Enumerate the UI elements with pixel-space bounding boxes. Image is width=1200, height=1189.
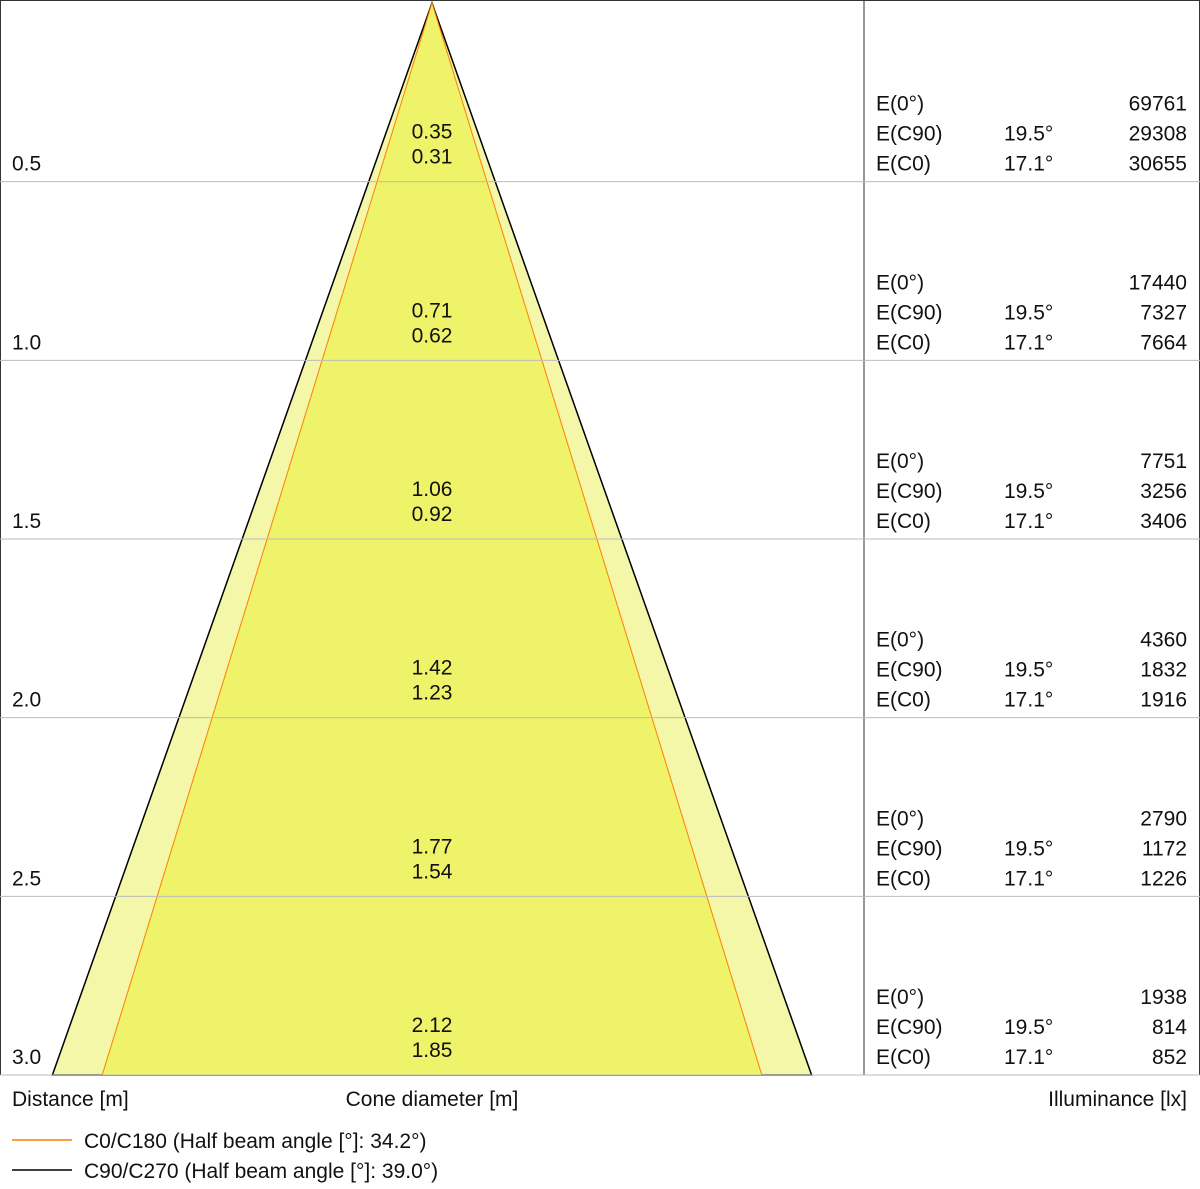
half-angle: 19.5° xyxy=(1004,480,1053,503)
cone-diameter: 2.12 xyxy=(412,1014,453,1037)
cone-diameter: 0.31 xyxy=(412,146,453,169)
illuminance-name: E(C0) xyxy=(876,1046,931,1069)
half-angle: 19.5° xyxy=(1004,301,1053,324)
half-angle: 17.1° xyxy=(1004,689,1053,712)
illuminance-name: E(C0) xyxy=(876,153,931,176)
cone-diameter: 0.71 xyxy=(412,299,453,322)
illuminance-name: E(C90) xyxy=(876,1016,943,1039)
half-angle: 17.1° xyxy=(1004,331,1053,354)
illuminance-value: 7751 xyxy=(1140,450,1187,473)
illuminance-name: E(0°) xyxy=(876,807,924,830)
half-angle: 19.5° xyxy=(1004,1016,1053,1039)
half-angle: 19.5° xyxy=(1004,123,1053,146)
half-angle: 17.1° xyxy=(1004,153,1053,176)
distance-label: 2.5 xyxy=(12,867,41,890)
half-angle: 19.5° xyxy=(1004,659,1053,682)
illuminance-name: E(C90) xyxy=(876,123,943,146)
illuminance-value: 2790 xyxy=(1140,807,1187,830)
distance-label: 1.5 xyxy=(12,510,41,533)
illuminance-name: E(0°) xyxy=(876,450,924,473)
distance-label: 2.0 xyxy=(12,689,41,712)
half-angle: 17.1° xyxy=(1004,510,1053,533)
illuminance-value: 1832 xyxy=(1140,659,1187,682)
distance-label: 3.0 xyxy=(12,1046,41,1069)
illuminance-value: 814 xyxy=(1152,1016,1187,1039)
half-angle: 17.1° xyxy=(1004,1046,1053,1069)
illuminance-name: E(C0) xyxy=(876,331,931,354)
cone-diameter: 0.62 xyxy=(412,324,453,347)
illuminance-value: 4360 xyxy=(1140,629,1187,652)
illuminance-name: E(C0) xyxy=(876,510,931,533)
cone-diameter: 1.23 xyxy=(412,682,453,705)
cone-diameter: 0.92 xyxy=(412,503,453,526)
illuminance-value: 29308 xyxy=(1129,123,1187,146)
illuminance-name: E(C90) xyxy=(876,480,943,503)
legend-label: C0/C180 (Half beam angle [°]: 34.2°) xyxy=(84,1130,426,1153)
cone-diameter: 1.54 xyxy=(412,860,453,883)
illuminance-name: E(C0) xyxy=(876,689,931,712)
illuminance-value: 1916 xyxy=(1140,689,1187,712)
illuminance-value: 7327 xyxy=(1140,301,1187,324)
legend-label: C90/C270 (Half beam angle [°]: 39.0°) xyxy=(84,1160,438,1183)
illuminance-value: 1938 xyxy=(1140,986,1187,1009)
illuminance-name: E(C90) xyxy=(876,837,943,860)
half-angle: 19.5° xyxy=(1004,837,1053,860)
half-angle: 17.1° xyxy=(1004,867,1053,890)
illuminance-value: 3256 xyxy=(1140,480,1187,503)
illuminance-name: E(C0) xyxy=(876,867,931,890)
illuminance-label: Illuminance [lx] xyxy=(1048,1088,1187,1111)
illuminance-value: 69761 xyxy=(1129,93,1187,116)
illuminance-value: 852 xyxy=(1152,1046,1187,1069)
cone-diameter: 1.85 xyxy=(412,1039,453,1062)
illuminance-value: 30655 xyxy=(1129,153,1187,176)
illuminance-name: E(C90) xyxy=(876,301,943,324)
cone-diameter: 1.42 xyxy=(412,657,453,680)
cone-diameter: 0.35 xyxy=(412,121,453,144)
illuminance-name: E(0°) xyxy=(876,271,924,294)
distance-label: 1.0 xyxy=(12,331,41,354)
illuminance-value: 1226 xyxy=(1140,867,1187,890)
illuminance-value: 1172 xyxy=(1142,837,1187,860)
cone-diameter: 1.77 xyxy=(412,835,453,858)
illuminance-value: 17440 xyxy=(1129,271,1187,294)
illuminance-name: E(C90) xyxy=(876,659,943,682)
illuminance-value: 3406 xyxy=(1140,510,1187,533)
illuminance-name: E(0°) xyxy=(876,93,924,116)
cone-diameter: 1.06 xyxy=(412,478,453,501)
illuminance-name: E(0°) xyxy=(876,629,924,652)
distance-label: 0.5 xyxy=(12,153,41,176)
illuminance-name: E(0°) xyxy=(876,986,924,1009)
illuminance-value: 7664 xyxy=(1140,331,1187,354)
cone-label: Cone diameter [m] xyxy=(346,1088,519,1111)
x-axis-label: Distance [m] xyxy=(12,1088,129,1111)
